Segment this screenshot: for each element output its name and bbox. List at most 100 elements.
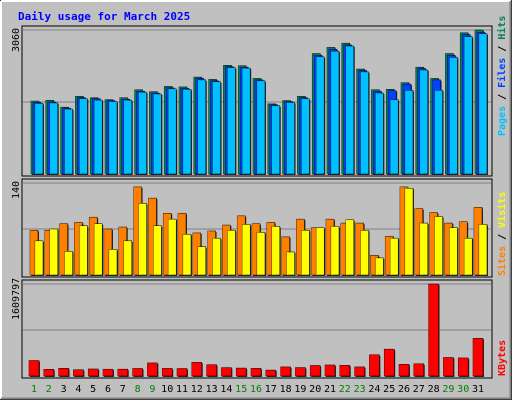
x-tick-label: 14: [220, 384, 232, 395]
ymax-label-top: 3060: [11, 28, 22, 52]
svg-text:Pages / Files / Hits: Pages / Files / Hits: [496, 16, 508, 136]
bar-visits-highlight: [340, 223, 343, 275]
chart-bars: [28, 29, 488, 377]
bar-kbytes-highlight: [73, 369, 75, 376]
x-tick-label: 24: [368, 384, 380, 395]
bar-files-highlight: [107, 100, 109, 174]
bar-kbytes-highlight: [132, 368, 135, 376]
bar-kbytes-highlight: [265, 370, 268, 376]
bar-kbytes-highlight: [473, 338, 475, 376]
bar-pages-highlight: [434, 90, 437, 174]
bar-files-highlight: [240, 67, 242, 174]
bar-kbytes-highlight: [443, 357, 445, 376]
bar-sites-highlight: [286, 252, 289, 275]
bar-files-highlight: [299, 97, 301, 174]
bar-sites-highlight: [168, 219, 170, 275]
bar-hits-highlight: [238, 65, 240, 174]
bar-files-highlight: [314, 55, 316, 174]
bar-kbytes-highlight: [103, 369, 105, 376]
bar-files-highlight: [47, 102, 50, 174]
bar-hits-highlight: [356, 69, 359, 174]
legend-bottom: KBytes: [497, 340, 508, 376]
bar-pages-highlight: [64, 109, 67, 174]
bar-sites-highlight: [64, 251, 67, 275]
bar-hits-highlight: [415, 67, 418, 174]
bar-visits-highlight: [459, 221, 461, 275]
legend-middle: Sites / Visits: [496, 192, 508, 276]
bar-visits-highlight: [222, 225, 224, 275]
bar-hits-highlight: [149, 91, 151, 174]
bar-files-highlight: [121, 99, 124, 174]
bar-sites-highlight: [138, 203, 141, 275]
bar-visits-highlight: [178, 213, 180, 275]
bar-kbytes-highlight: [221, 367, 223, 376]
bar-hits-highlight: [90, 97, 92, 174]
x-tick-label: 3: [61, 384, 67, 395]
bar-sites-highlight: [316, 227, 318, 275]
bar-kbytes-highlight: [369, 354, 371, 376]
x-tick-label: 9: [149, 384, 155, 395]
bar-kbytes-highlight: [88, 368, 90, 376]
bar-kbytes-highlight: [43, 369, 46, 376]
bar-pages-highlight: [331, 51, 333, 175]
bar-files-highlight: [432, 79, 435, 174]
bar-sites-highlight: [375, 257, 377, 275]
bar-files-highlight: [195, 78, 198, 174]
bar-sites-highlight: [405, 188, 407, 275]
bar-pages-highlight: [138, 92, 141, 174]
legend-hits: Hits: [496, 16, 508, 40]
bar-files-highlight: [33, 102, 35, 174]
x-tick-label: 23: [354, 384, 366, 395]
bar-sites-highlight: [331, 226, 333, 275]
legend-separator: /: [497, 228, 508, 246]
bar-files-highlight: [269, 104, 272, 174]
x-tick-label: 12: [191, 384, 203, 395]
bar-hits-highlight: [371, 89, 373, 174]
x-tick-label: 26: [398, 384, 410, 395]
bar-hits-highlight: [267, 103, 270, 174]
x-tick-label: 4: [75, 384, 81, 395]
bar-kbytes-highlight: [251, 368, 253, 376]
bar-pages-highlight: [271, 105, 274, 174]
bar-visits-highlight: [30, 230, 32, 275]
bar-visits-highlight: [118, 227, 121, 275]
bar-files-highlight: [343, 45, 346, 174]
bar-files-highlight: [358, 70, 361, 174]
bar-files-highlight: [373, 91, 375, 174]
bar-visits-highlight: [414, 208, 417, 275]
bar-visits-highlight: [444, 223, 446, 275]
bar-kbytes-highlight: [147, 362, 149, 376]
svg-text:KBytes: KBytes: [497, 340, 508, 376]
bar-hits-highlight: [401, 82, 403, 174]
bar-hits-highlight: [282, 100, 285, 174]
bar-sites-highlight: [419, 223, 422, 275]
x-tick-label: 28: [428, 384, 440, 395]
bar-hits-highlight: [312, 53, 314, 174]
bar-files-highlight: [166, 87, 168, 174]
x-tick-label: 11: [176, 384, 188, 395]
bar-kbytes-highlight: [339, 365, 342, 376]
bar-sites-highlight: [49, 229, 52, 275]
bar-pages-highlight: [345, 46, 348, 174]
bar-pages-highlight: [79, 98, 81, 174]
x-tick-label: 21: [324, 384, 336, 395]
bar-visits-highlight: [474, 207, 476, 275]
legend-kbytes: KBytes: [497, 340, 508, 376]
bar-hits-highlight: [208, 79, 211, 174]
x-tick-label: 7: [120, 384, 126, 395]
bar-sites-highlight: [183, 234, 185, 275]
bar-visits-highlight: [192, 232, 195, 275]
bar-pages-highlight: [197, 79, 200, 174]
ymax-label-bottom: 1609797: [11, 278, 22, 320]
bar-hits-highlight: [134, 89, 137, 174]
bar-visits-highlight: [385, 236, 387, 275]
bar-visits-highlight: [148, 198, 150, 275]
bar-kbytes-highlight: [428, 284, 431, 376]
bar-hits-highlight: [45, 100, 48, 174]
bar-hits-highlight: [445, 53, 447, 174]
bar-pages-highlight: [257, 80, 259, 174]
bar-hits-highlight: [386, 89, 388, 174]
bar-kbytes-highlight: [399, 364, 401, 376]
bar-pages-highlight: [109, 101, 111, 174]
